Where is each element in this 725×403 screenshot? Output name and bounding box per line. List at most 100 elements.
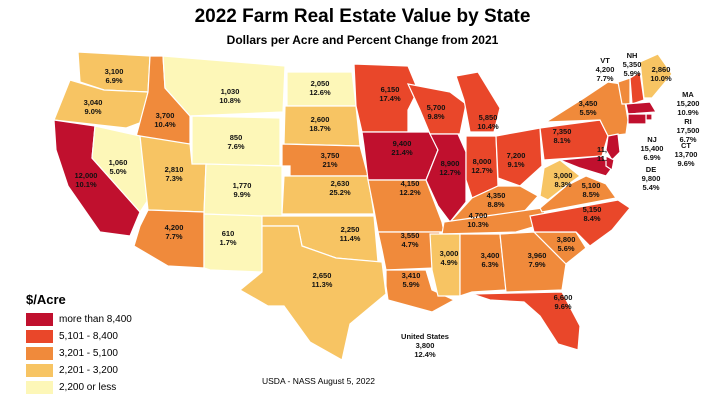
legend-swatch [26, 381, 53, 394]
label-ut: 2,810 7.3% [165, 165, 184, 183]
source-note: USDA - NASS August 5, 2022 [262, 376, 375, 386]
label-mt: 1,030 10.8% [219, 87, 241, 105]
label-va: 5,100 8.5% [582, 181, 601, 199]
state-nm [203, 213, 263, 273]
label-or: 3,040 9.0% [84, 98, 103, 116]
label-wa: 3,100 6.9% [105, 67, 124, 85]
label-mi: 5,850 10.4% [477, 113, 499, 131]
state-nc [529, 199, 631, 247]
label-nm: 610 1.7% [219, 229, 236, 247]
label-ne: 3,750 21% [321, 151, 340, 169]
state-az [133, 209, 205, 269]
state-nh [629, 71, 645, 105]
label-ga: 3,960 7.9% [528, 251, 547, 269]
us-change: 12.4% [414, 350, 436, 359]
state-la [385, 269, 456, 313]
label-pa: 7,350 8.1% [553, 127, 572, 145]
legend-label: 2,201 - 3,200 [59, 365, 118, 376]
label-il: 8,900 12.7% [439, 159, 461, 177]
label-nh: NH 5,350 5.9% [623, 51, 642, 78]
legend-label: 3,201 - 5,100 [59, 348, 118, 359]
state-wi [406, 83, 467, 135]
state-ri [645, 113, 653, 121]
legend-item-2201-3200: 2,201 - 3,200 [26, 362, 132, 379]
state-al [459, 233, 507, 297]
legend-label: 2,200 or less [59, 382, 117, 393]
label-md: 11, 11. [597, 145, 607, 163]
label-az: 4,200 7.7% [165, 223, 184, 241]
state-ma [625, 101, 658, 115]
map-title: 2022 Farm Real Estate Value by State [194, 6, 531, 27]
legend-label: more than 8,400 [59, 314, 132, 325]
legend-swatch [26, 347, 53, 360]
label-ms: 3,000 4.9% [440, 249, 459, 267]
state-de [605, 155, 615, 171]
state-md [559, 155, 613, 177]
legend-item-3201-5100: 3,201 - 5,100 [26, 345, 132, 362]
label-me: 2,860 10.0% [650, 65, 672, 83]
state-ms [429, 233, 461, 297]
state-fl [471, 291, 581, 351]
label-sc: 3,800 5.6% [557, 235, 576, 253]
legend-swatch [26, 364, 53, 377]
state-ar [377, 231, 441, 271]
label-ny: 3,450 5.5% [579, 99, 598, 117]
label-sd: 2,600 18.7% [309, 115, 331, 133]
us-name: United States [401, 332, 449, 341]
us-total: United States 3,800 12.4% [385, 332, 465, 359]
label-ma: MA 15,200 10.9% [677, 90, 700, 117]
label-ia: 9,400 21.4% [391, 139, 413, 157]
label-mn: 6,150 17.4% [379, 85, 401, 103]
legend-swatch [26, 313, 53, 326]
legend-item-2200-or-less: 2,200 or less [26, 379, 132, 396]
state-nv [91, 125, 149, 213]
label-mo: 4,150 12.2% [399, 179, 421, 197]
legend-swatch [26, 330, 53, 343]
state-nj [605, 133, 621, 161]
label-de: DE 9,800 5.4% [642, 165, 661, 192]
label-ky: 4,350 8.8% [487, 191, 506, 209]
label-vt: VT 4,200 7.7% [596, 56, 615, 83]
map-subtitle: Dollars per Acre and Percent Change from… [226, 33, 499, 47]
label-ok: 2,250 11.4% [340, 225, 361, 243]
legend-label: 5,101 - 8,400 [59, 331, 118, 342]
label-nj: NJ 15,400 6.9% [641, 135, 664, 162]
label-oh: 7,200 9.1% [507, 151, 526, 169]
label-al: 3,400 6.3% [481, 251, 500, 269]
legend-item-more-than-8400: more than 8,400 [26, 311, 132, 328]
state-tx [238, 225, 387, 361]
legend-title: $/Acre [26, 292, 66, 307]
label-wi: 5,700 9.8% [427, 103, 446, 121]
label-co: 1,770 9.9% [233, 181, 252, 199]
state-mn [353, 63, 419, 133]
label-ks: 2,630 25.2% [329, 179, 351, 197]
label-tx: 2,650 11.3% [312, 271, 333, 289]
label-ct: CT 13,700 9.6% [675, 141, 698, 168]
label-fl: 6,600 9.6% [554, 293, 573, 311]
label-wy: 850 7.6% [227, 133, 244, 151]
us-value: 3,800 [415, 341, 435, 350]
state-mi [455, 71, 501, 133]
label-nv: 1,060 5.0% [109, 158, 128, 176]
label-ar: 3,550 4.7% [401, 231, 420, 249]
label-la: 3,410 5.9% [402, 271, 421, 289]
label-nc: 5,150 8.4% [583, 205, 602, 223]
state-wv [539, 159, 581, 201]
legend: $/Acre more than 8,400 5,101 - 8,400 3,2… [26, 292, 132, 396]
state-pa [539, 119, 609, 161]
label-id: 3,700 10.4% [154, 111, 176, 129]
state-me [639, 53, 673, 99]
state-ct [627, 113, 647, 125]
state-labels: 3,100 6.9% 3,040 9.0% 12,000 10.1% 3,700 10.… [75, 51, 700, 311]
state-mt [162, 55, 286, 117]
label-in: 8,000 12.7% [471, 157, 493, 175]
label-nd: 2,050 12.6% [309, 79, 331, 97]
state-ga [499, 231, 567, 293]
state-oh [495, 127, 543, 187]
label-wv: 3,000 8.3% [554, 171, 573, 189]
label-tn: 4,700 10.3% [467, 211, 489, 229]
label-ca: 12,000 10.1% [75, 171, 98, 189]
legend-item-5101-8400: 5,101 - 8,400 [26, 328, 132, 345]
label-ri: RI 17,500 6.7% [677, 117, 700, 144]
